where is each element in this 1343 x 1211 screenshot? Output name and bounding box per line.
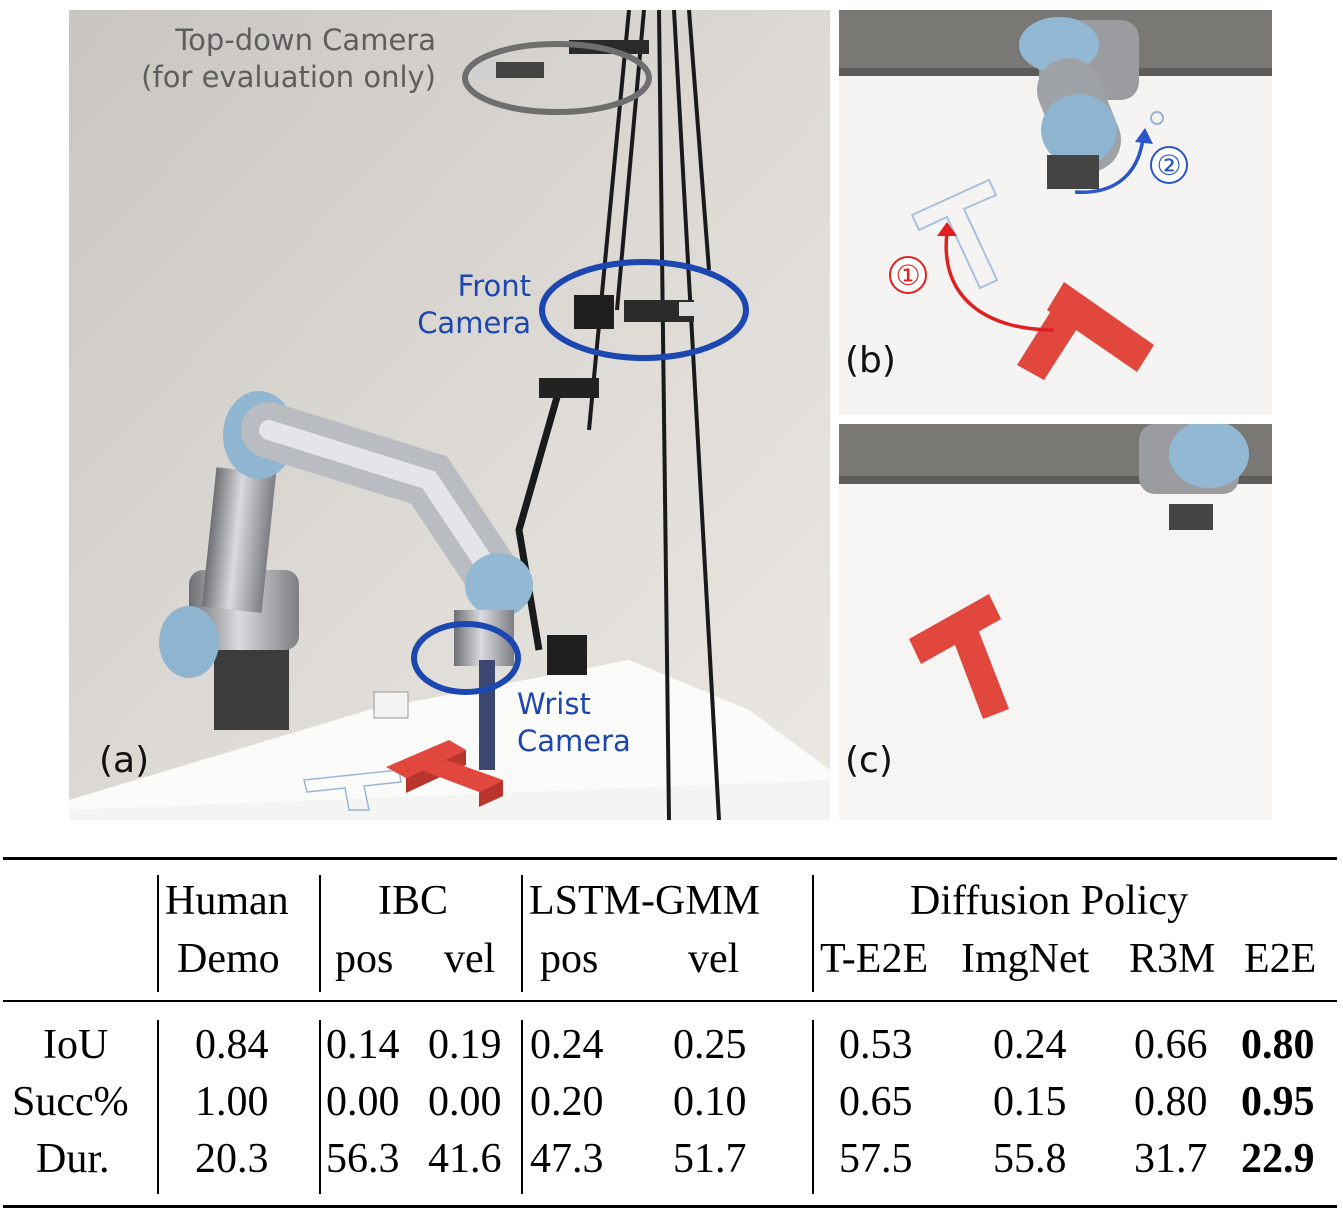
wrist-camera-label: Wrist Camera [517, 687, 631, 758]
table-cell: 41.6 [428, 1136, 502, 1182]
header-ibc-pos: pos [335, 936, 394, 982]
header-e2e: E2E [1244, 936, 1317, 982]
table-cell: 55.8 [993, 1136, 1067, 1182]
table-mid-rule [3, 1000, 1337, 1002]
table-cell: 0.00 [326, 1079, 400, 1125]
photo-panel-c: (c) [839, 424, 1272, 820]
table-cell: 0.24 [530, 1022, 604, 1068]
table-cell: 0.00 [428, 1079, 502, 1125]
table-cell-best: 22.9 [1241, 1136, 1315, 1182]
photo-panel-b: ① ② (b) [839, 10, 1272, 415]
table-cell: 0.10 [673, 1079, 747, 1125]
step-2-badge: ② [1150, 146, 1188, 184]
front-camera-label: Front Camera [417, 269, 531, 340]
table-cell: 0.84 [195, 1022, 269, 1068]
header-t-e2e: T-E2E [820, 936, 929, 982]
table-cell: 0.19 [428, 1022, 502, 1068]
photo-panel-a: Top-down Camera (for evaluation only) Fr… [69, 10, 830, 820]
header-imgnet: ImgNet [961, 936, 1090, 982]
row-label-succ: Succ% [12, 1079, 129, 1125]
step-1-badge: ① [889, 256, 927, 294]
table-cell: 0.20 [530, 1079, 604, 1125]
top-camera-label: Top-down Camera (for evaluation only) [141, 23, 436, 94]
table-cell: 57.5 [839, 1136, 913, 1182]
header-demo: Demo [177, 936, 280, 982]
header-r3m: R3M [1129, 936, 1216, 982]
table-cell: 51.7 [673, 1136, 747, 1182]
table-top-rule [3, 857, 1337, 860]
table-cell: 0.24 [993, 1022, 1067, 1068]
table-cell: 0.25 [673, 1022, 747, 1068]
table-cell-best: 0.95 [1241, 1079, 1315, 1125]
table-cell: 0.66 [1134, 1022, 1208, 1068]
robot-setup-photo [69, 10, 830, 820]
top-view-photo-b [839, 10, 1272, 415]
table-cell: 0.15 [993, 1079, 1067, 1125]
panel-b-label: (b) [845, 340, 896, 381]
header-human: Human [165, 878, 289, 924]
header-ibc: IBC [378, 878, 449, 924]
table-cell: 1.00 [195, 1079, 269, 1125]
table-cell: 0.14 [326, 1022, 400, 1068]
red-t-block [386, 740, 503, 807]
table-bottom-rule [3, 1205, 1337, 1208]
table-cell: 47.3 [530, 1136, 604, 1182]
top-view-photo-c [839, 424, 1272, 820]
robot-arm [159, 391, 533, 770]
table-cell: 0.53 [839, 1022, 913, 1068]
header-ibc-vel: vel [444, 936, 496, 982]
row-label-dur: Dur. [36, 1136, 110, 1182]
header-lstm-pos: pos [540, 936, 599, 982]
panel-a-label: (a) [99, 740, 150, 781]
row-label-iou: IoU [43, 1022, 109, 1068]
header-diffusion-policy: Diffusion Policy [910, 878, 1189, 924]
table-cell: 31.7 [1134, 1136, 1208, 1182]
panel-c-label: (c) [845, 740, 893, 781]
table-cell: 0.65 [839, 1079, 913, 1125]
header-lstm-vel: vel [688, 936, 740, 982]
table-cell-best: 0.80 [1241, 1022, 1315, 1068]
table-cell: 0.80 [1134, 1079, 1208, 1125]
table-cell: 20.3 [195, 1136, 269, 1182]
header-lstm-gmm: LSTM-GMM [529, 878, 761, 924]
table-cell: 56.3 [326, 1136, 400, 1182]
